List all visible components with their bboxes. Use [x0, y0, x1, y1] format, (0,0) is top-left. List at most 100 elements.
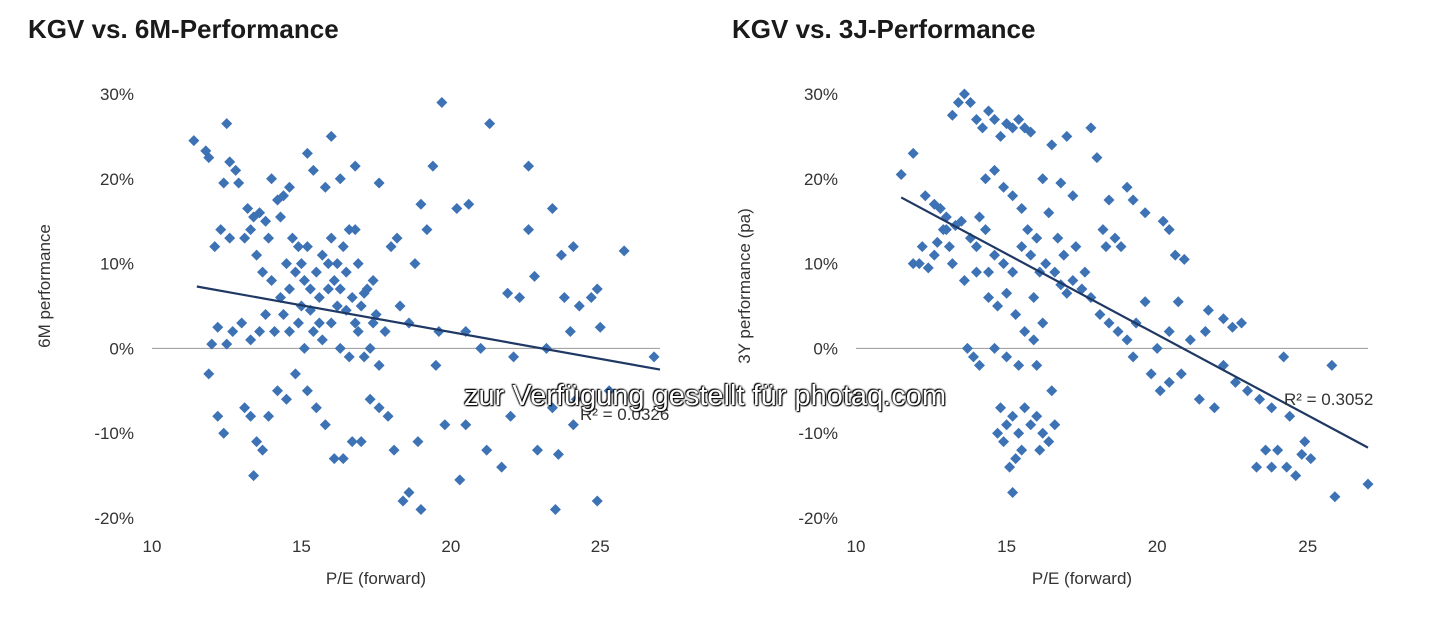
- data-point: [224, 156, 236, 168]
- data-point: [215, 224, 227, 236]
- data-point: [373, 359, 385, 371]
- data-point: [928, 198, 940, 210]
- data-point: [1154, 385, 1166, 397]
- data-point: [218, 177, 230, 189]
- y-axis-label: 6M performance: [35, 224, 54, 348]
- data-point: [995, 402, 1007, 414]
- data-point: [567, 419, 579, 431]
- data-point: [1193, 393, 1205, 405]
- data-point: [331, 300, 343, 312]
- data-point: [280, 393, 292, 405]
- data-point: [412, 436, 424, 448]
- data-point: [1079, 266, 1091, 278]
- data-point: [546, 402, 558, 414]
- data-point: [1112, 325, 1124, 337]
- r-squared-label: R² = 0.0326: [580, 405, 669, 424]
- x-axis-label: P/E (forward): [326, 569, 426, 588]
- y-tick-label: 30%: [100, 85, 134, 104]
- data-point: [1001, 287, 1013, 299]
- data-point: [907, 258, 919, 270]
- data-point: [221, 118, 233, 130]
- data-point: [203, 368, 215, 380]
- data-point: [585, 292, 597, 304]
- data-point: [1260, 444, 1272, 456]
- data-point: [1229, 376, 1241, 388]
- data-point: [427, 160, 439, 172]
- data-point: [358, 351, 370, 363]
- data-point: [970, 241, 982, 253]
- data-point: [1157, 215, 1169, 227]
- data-point: [397, 495, 409, 507]
- data-point: [989, 342, 1001, 354]
- data-point: [1043, 207, 1055, 219]
- data-point: [355, 300, 367, 312]
- scatter-chart-6m: 30% 20% 10% 0% -10% -20% 10 15 20 25 P/E (forward)…: [35, 85, 669, 588]
- data-point: [1028, 292, 1040, 304]
- data-point: [934, 202, 946, 214]
- data-point: [1067, 190, 1079, 202]
- data-point: [922, 262, 934, 274]
- data-point: [1016, 444, 1028, 456]
- data-point: [430, 359, 442, 371]
- data-point: [1061, 130, 1073, 142]
- data-point: [1251, 461, 1263, 473]
- data-point: [289, 368, 301, 380]
- data-point: [313, 292, 325, 304]
- data-point: [1109, 232, 1121, 244]
- data-point: [1094, 308, 1106, 320]
- data-point: [313, 317, 325, 329]
- data-point: [1067, 275, 1079, 287]
- data-point: [283, 283, 295, 295]
- data-point: [964, 96, 976, 108]
- data-point: [591, 495, 603, 507]
- data-point: [283, 181, 295, 193]
- data-point: [307, 325, 319, 337]
- data-point: [1290, 470, 1302, 482]
- data-point: [973, 211, 985, 223]
- data-point: [1058, 249, 1070, 261]
- data-point: [558, 292, 570, 304]
- data-point: [421, 224, 433, 236]
- data-point: [1163, 325, 1175, 337]
- data-point: [322, 283, 334, 295]
- data-point: [496, 461, 508, 473]
- data-point: [304, 283, 316, 295]
- data-point: [1031, 232, 1043, 244]
- data-point: [1127, 194, 1139, 206]
- data-point: [1025, 126, 1037, 138]
- data-point: [436, 96, 448, 108]
- data-point: [325, 317, 337, 329]
- data-point: [603, 385, 615, 397]
- data-point: [1070, 241, 1082, 253]
- data-point: [1184, 334, 1196, 346]
- data-point: [1202, 304, 1214, 316]
- data-point: [343, 224, 355, 236]
- data-point: [1121, 181, 1133, 193]
- data-point: [277, 308, 289, 320]
- data-point: [277, 190, 289, 202]
- data-point: [531, 444, 543, 456]
- data-point: [1007, 266, 1019, 278]
- data-point: [266, 173, 278, 185]
- data-point: [301, 147, 313, 159]
- x-tick-label: 25: [1298, 537, 1317, 556]
- y-axis-label: 3Y performance (pa): [735, 208, 754, 364]
- data-point: [292, 241, 304, 253]
- data-point: [257, 444, 269, 456]
- data-point: [564, 325, 576, 337]
- x-tick-label: 20: [1148, 537, 1167, 556]
- data-point: [505, 410, 517, 422]
- x-tick-label: 15: [292, 537, 311, 556]
- data-point: [343, 351, 355, 363]
- data-point: [983, 292, 995, 304]
- data-point: [555, 249, 567, 261]
- data-point: [943, 241, 955, 253]
- data-point: [1175, 368, 1187, 380]
- data-point: [301, 385, 313, 397]
- data-point: [370, 308, 382, 320]
- data-point: [502, 287, 514, 299]
- data-point: [1217, 313, 1229, 325]
- x-tick-label: 10: [847, 537, 866, 556]
- data-point: [280, 258, 292, 270]
- y-tick-label: -20%: [94, 509, 134, 528]
